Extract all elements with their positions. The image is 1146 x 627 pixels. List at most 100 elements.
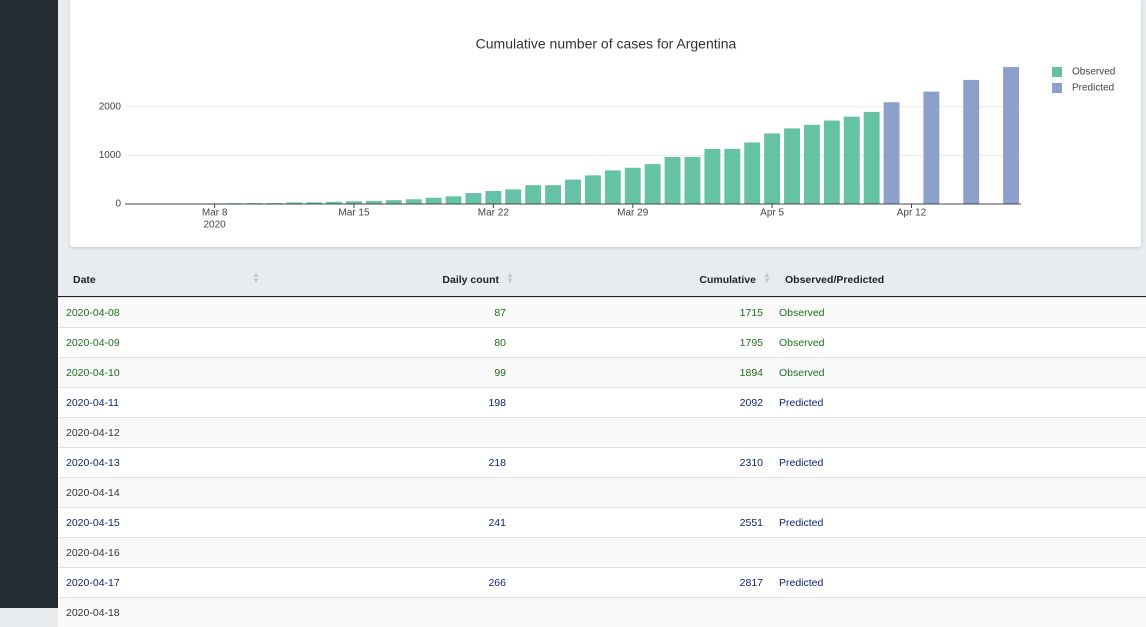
table-cell: 99 [494, 367, 506, 379]
table-cell: 87 [494, 307, 506, 319]
bar [625, 168, 641, 204]
table-row: 2020-04-13 218 2310 Predicted [58, 447, 1146, 477]
table-cell: Observed [779, 367, 825, 379]
table-cell: 2817 [740, 577, 763, 589]
table-cell: 2020-04-16 [66, 547, 120, 559]
bar [406, 199, 422, 204]
bar [824, 121, 840, 204]
table-header: Date ▲▼ Daily count ▲▼ Cumulative ▲▼ Observed/… [58, 262, 1146, 297]
sidebar [0, 0, 58, 608]
table-row: 2020-04-11 198 2092 Predicted [58, 387, 1146, 417]
x-tick-label: Mar 29 [617, 208, 649, 219]
column-header[interactable]: Cumulative [699, 274, 756, 286]
bar [704, 149, 720, 204]
x-tick-label: Apr 12 [897, 208, 927, 219]
column-header[interactable]: Daily count [442, 274, 499, 286]
bar [844, 117, 860, 204]
table-cell: Predicted [779, 577, 823, 589]
x-tick-label: Mar 15 [338, 208, 370, 219]
chart-card: Cumulative number of cases for Argentina… [70, 0, 1141, 247]
table-cell: 218 [488, 457, 506, 469]
table-row: 2020-04-15 241 2551 Predicted [58, 507, 1146, 537]
x-tick-label: Mar 22 [478, 208, 510, 219]
bar [485, 191, 501, 204]
table-cell: Predicted [779, 457, 823, 469]
bar [764, 133, 780, 204]
bar [605, 170, 621, 204]
table-cell: 2551 [740, 517, 763, 529]
bar [884, 102, 900, 204]
table-cell: 2020-04-12 [66, 427, 120, 439]
table-cell: 1795 [740, 337, 763, 349]
y-tick-label: 1000 [99, 150, 122, 161]
table-cell: 2020-04-17 [66, 577, 120, 589]
table-cell: 2092 [740, 397, 763, 409]
table-row: 2020-04-09 80 1795 Observed [58, 327, 1146, 357]
legend-swatch [1052, 83, 1062, 93]
bar [446, 196, 462, 204]
bar [465, 193, 481, 204]
table-cell: 2020-04-14 [66, 487, 120, 499]
table-cell: 198 [488, 397, 506, 409]
x-tick-label: Mar 8 [202, 208, 228, 219]
page: Cumulative number of cases for Argentina… [0, 0, 1146, 608]
bar [426, 198, 442, 204]
bar [864, 112, 880, 204]
table-row: 2020-04-14 [58, 477, 1146, 507]
table-row: 2020-04-08 87 1715 Observed [58, 297, 1146, 327]
bar [545, 185, 561, 204]
table-row: 2020-04-10 99 1894 Observed [58, 357, 1146, 387]
table-row: 2020-04-12 [58, 417, 1146, 447]
table-cell: 2020-04-08 [66, 307, 120, 319]
chart-title: Cumulative number of cases for Argentina [476, 36, 737, 52]
legend-label: Observed [1072, 67, 1115, 78]
table-cell: Observed [779, 337, 825, 349]
table-cell: 1715 [740, 307, 763, 319]
table-cell: 1894 [740, 367, 763, 379]
table-cell: 2310 [740, 457, 763, 469]
bar [804, 125, 820, 204]
legend-swatch [1052, 67, 1062, 77]
bar [784, 128, 800, 204]
column-header[interactable]: Date [73, 274, 96, 286]
table-cell: 2020-04-18 [66, 607, 120, 619]
table-cell: 266 [488, 577, 506, 589]
bar [665, 157, 681, 204]
sort-icon[interactable]: ▲▼ [252, 272, 260, 284]
table-cell: 2020-04-11 [66, 397, 119, 409]
table-cell: Predicted [779, 397, 823, 409]
data-table: Date ▲▼ Daily count ▲▼ Cumulative ▲▼ Observed/… [58, 262, 1146, 627]
bar [505, 189, 521, 204]
x-tick-label: Apr 5 [760, 208, 784, 219]
x-year-label: 2020 [203, 220, 226, 231]
bar [386, 200, 402, 204]
table-cell: 2020-04-10 [66, 367, 120, 379]
legend-label: Predicted [1072, 83, 1114, 94]
bar [565, 180, 581, 204]
y-tick-label: 2000 [99, 101, 122, 112]
table-cell: 80 [494, 337, 506, 349]
bar [525, 185, 541, 204]
table-row: 2020-04-16 [58, 537, 1146, 567]
bar [963, 80, 979, 204]
bar [1003, 67, 1019, 204]
table-cell: 2020-04-13 [66, 457, 120, 469]
y-tick-label: 0 [115, 199, 121, 210]
table-cell: 2020-04-15 [66, 517, 120, 529]
table-cell: Predicted [779, 517, 823, 529]
table-body: 2020-04-08 87 1715 Observed 2020-04-09 80 1795… [58, 297, 1146, 627]
bar [724, 149, 740, 204]
bar [744, 142, 760, 204]
table-cell: 2020-04-09 [66, 337, 120, 349]
table-cell: Observed [779, 307, 825, 319]
chart: Cumulative number of cases for Argentina… [70, 0, 1141, 247]
column-header[interactable]: Observed/Predicted [785, 274, 884, 286]
table-row: 2020-04-17 266 2817 Predicted [58, 567, 1146, 597]
table-cell: 241 [488, 517, 506, 529]
bar [685, 157, 701, 204]
sort-icon[interactable]: ▲▼ [506, 272, 514, 284]
bar [645, 164, 661, 204]
sort-icon[interactable]: ▲▼ [763, 272, 771, 284]
bar [923, 92, 939, 204]
bar [585, 175, 601, 204]
